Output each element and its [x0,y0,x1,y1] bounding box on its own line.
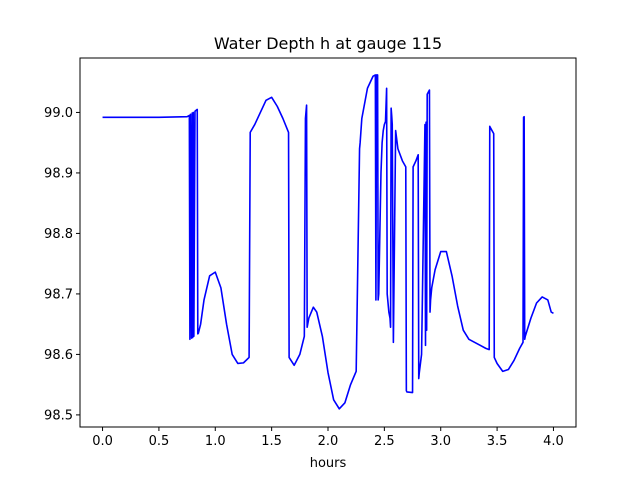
x-tick-label: 3.5 [487,434,508,449]
y-tick-label: 98.7 [44,287,73,302]
x-axis: 0.0 0.5 1.0 1.5 2.0 2.5 3.0 3.5 4.0 [92,427,564,449]
chart-title: Water Depth h at gauge 115 [214,34,442,53]
x-tick-label: 3.0 [430,434,451,449]
x-axis-label: hours [310,456,347,471]
x-tick-label: 4.0 [543,434,564,449]
plot-frame [79,57,577,428]
y-axis: 98.5 98.6 98.7 98.8 98.9 99.0 [44,106,80,423]
y-tick-label: 98.6 [44,348,73,363]
y-tick-label: 98.8 [44,227,73,242]
y-tick-label: 98.9 [44,166,73,181]
x-tick-label: 0.5 [149,434,170,449]
x-tick-label: 1.5 [261,434,282,449]
y-tick-label: 98.5 [44,408,73,423]
series-line [102,74,554,410]
x-tick-label: 2.0 [318,434,339,449]
x-tick-label: 1.0 [205,434,226,449]
y-tick-label: 99.0 [44,106,73,121]
x-tick-label: 2.5 [374,434,395,449]
x-tick-label: 0.0 [92,434,113,449]
